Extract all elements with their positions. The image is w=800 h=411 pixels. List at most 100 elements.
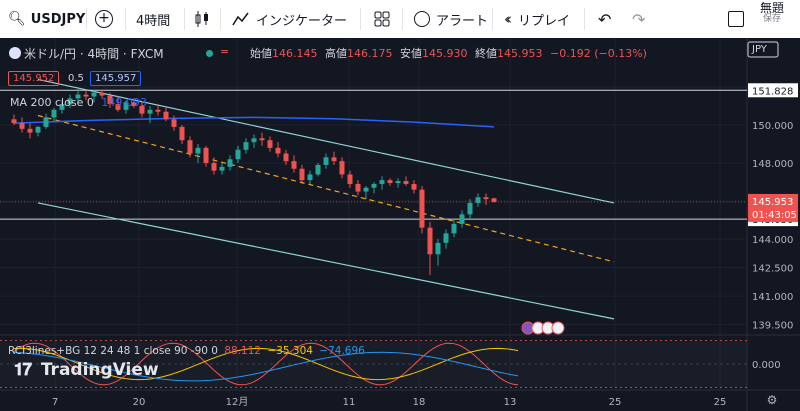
settings-gear-icon: ⚙ [767, 393, 778, 407]
candle-body [355, 183, 361, 192]
candle-body [379, 180, 385, 184]
candle-body [483, 197, 489, 200]
grid-icon [374, 11, 390, 27]
countdown-label: 01:43:05 [752, 210, 797, 221]
ohlc-row: 始値146.145 高値146.175 安値145.930 終値145.953 … [250, 47, 647, 60]
price-tick-label: 148.000 [752, 159, 793, 170]
candle-body [459, 214, 465, 224]
candle-body [283, 153, 289, 162]
candle-body [315, 164, 321, 175]
candle-body [339, 161, 345, 175]
bid-box[interactable]: 145.952 [8, 71, 60, 86]
flag-icon [9, 47, 21, 59]
candle-body [331, 157, 337, 162]
interval-label: 4時間 [136, 13, 171, 29]
layouts-button[interactable] [374, 0, 390, 38]
time-tick-label: 12月 [226, 396, 249, 408]
candle-body [139, 106, 145, 114]
ma200-line [13, 116, 495, 128]
candle-body [451, 223, 457, 234]
candle-body [83, 94, 89, 97]
alert-button[interactable]: アラート [414, 0, 488, 38]
candle-body [371, 183, 377, 188]
candle-body [251, 138, 257, 143]
alert-label: アラート [436, 13, 489, 29]
chart-canvas[interactable]: JPY151.828150.000148.000145.050144.00014… [0, 38, 800, 411]
candle-body [307, 174, 313, 181]
symbol-search[interactable]: 🔍︎ USDJPY [8, 0, 85, 38]
tradingview-logo: 𝟏𝟕 TradingView [14, 360, 159, 380]
ask-box[interactable]: 145.957 [90, 71, 142, 86]
candle-body [403, 181, 409, 184]
candle-body [59, 104, 65, 110]
current-price-tag [748, 193, 798, 222]
price-tick-label: 142.500 [752, 264, 793, 275]
interval-button[interactable]: 4時間 [136, 0, 170, 38]
indicator-scale-label: 0.000 [752, 360, 781, 371]
time-tick-label: 11 [343, 397, 356, 408]
save-layout[interactable]: 無題 保存 [752, 2, 792, 24]
ma-label: MA 200 close 0 149.093 [10, 96, 147, 109]
fullscreen-button[interactable] [728, 0, 744, 38]
candle-body [347, 174, 353, 184]
channel-line-lower [37, 202, 615, 320]
alarm-clock-icon [414, 11, 430, 27]
current-price-label: 145.953 [752, 197, 793, 208]
replay-button[interactable]: ‹‹ リプレイ [504, 0, 570, 38]
rci-mid-line [13, 347, 519, 381]
candle-body [75, 94, 81, 99]
candle-body [259, 138, 265, 141]
price-tick-label: 151.828 [752, 86, 793, 97]
candle-body [419, 189, 425, 228]
candle-body [43, 117, 49, 127]
legend-equal-icon: = [220, 45, 230, 58]
time-tick-label: 18 [413, 397, 426, 408]
level-price-tag [748, 83, 798, 98]
candle-body [395, 181, 401, 183]
rewind-icon: ‹‹ [504, 10, 512, 28]
time-tick-label: 25 [714, 397, 727, 408]
candle-body [267, 140, 273, 148]
candle-body [187, 140, 193, 154]
price-tick-label: 144.000 [752, 235, 793, 246]
candle-body [99, 92, 105, 96]
undo-button[interactable]: ↶ [598, 0, 611, 38]
rci-long-line [13, 351, 519, 382]
currency-box [747, 41, 779, 58]
search-icon: 🔍︎ [8, 11, 26, 27]
price-tick-label: 150.000 [752, 121, 793, 132]
currency-label: JPY [751, 44, 768, 55]
replay-label: リプレイ [518, 13, 571, 29]
redo-button[interactable]: ↷ [632, 0, 645, 38]
rci-short-line [13, 342, 519, 386]
candles-icon [195, 11, 208, 27]
redo-icon: ↷ [632, 9, 646, 29]
indicators-icon [232, 12, 249, 26]
candle-body [107, 95, 113, 105]
legend-title: 米ドル/円 · 4時間 · FXCM [24, 47, 164, 61]
candle-body [323, 157, 329, 165]
candle-body [227, 159, 233, 167]
candle-body [203, 147, 209, 164]
candle-body [467, 202, 473, 215]
indicators-button[interactable]: インジケーター [232, 0, 347, 38]
candle-body [91, 92, 97, 97]
candle-body [27, 128, 33, 133]
candle-body [243, 142, 249, 150]
tv-logo-icon: 𝟏𝟕 [14, 360, 32, 380]
time-tick-label: 20 [133, 397, 146, 408]
indicators-label: インジケーター [256, 13, 348, 29]
candle-body [155, 109, 161, 112]
candle-body [411, 183, 417, 190]
candle-body [171, 119, 177, 127]
candle-body [427, 227, 433, 255]
compare-button[interactable]: + [95, 0, 113, 38]
candle-body [35, 126, 41, 133]
time-tick-label: 7 [52, 397, 58, 408]
top-toolbar: 🔍︎ USDJPY + 4時間 インジケーター アラート ‹‹ リプレイ ↶ ↷… [0, 0, 800, 39]
candle-body [147, 109, 153, 114]
candle-body [275, 147, 281, 154]
candle-body [67, 98, 73, 105]
candle-body [443, 233, 449, 243]
chart-type-button[interactable] [194, 0, 210, 38]
